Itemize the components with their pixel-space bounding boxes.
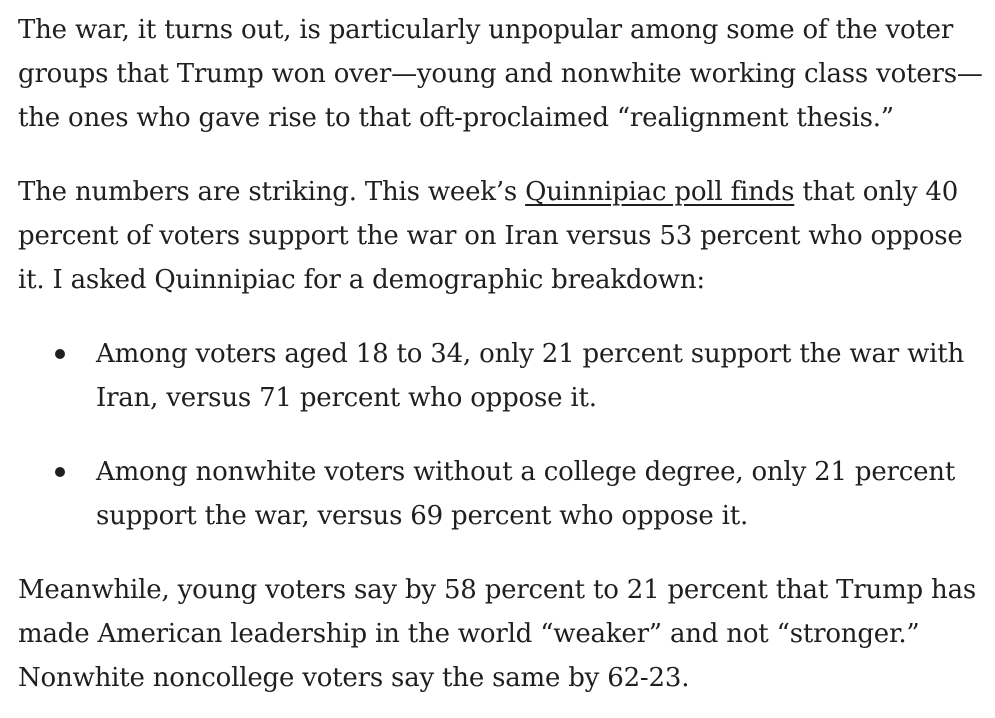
list-item-text: Among voters aged 18 to 34, only 21 perc… [96,339,965,413]
paragraph-leadership-views: Meanwhile, young voters say by 58 percen… [18,575,977,693]
bullet-dot-icon [55,467,65,477]
paragraph-poll-text-before-link: The numbers are striking. This week’s [18,177,526,207]
paragraph-poll-text-after-link: that only 40 percent of voters support t… [18,177,963,295]
list-item: Among nonwhite voters without a college … [18,450,988,538]
demographic-breakdown-list: Among voters aged 18 to 34, only 21 perc… [18,332,988,538]
article-body: The war, it turns out, is particularly u… [18,8,988,700]
list-item: Among voters aged 18 to 34, only 21 perc… [18,332,988,420]
bullet-dot-icon [55,349,65,359]
paragraph-poll-numbers: The numbers are striking. This week’s Qu… [18,170,988,302]
quinnipiac-poll-link[interactable]: Quinnipiac poll finds [525,177,795,207]
list-item-text: Among nonwhite voters without a college … [96,457,956,531]
paragraph-war-unpopular: The war, it turns out, is particularly u… [18,15,983,133]
